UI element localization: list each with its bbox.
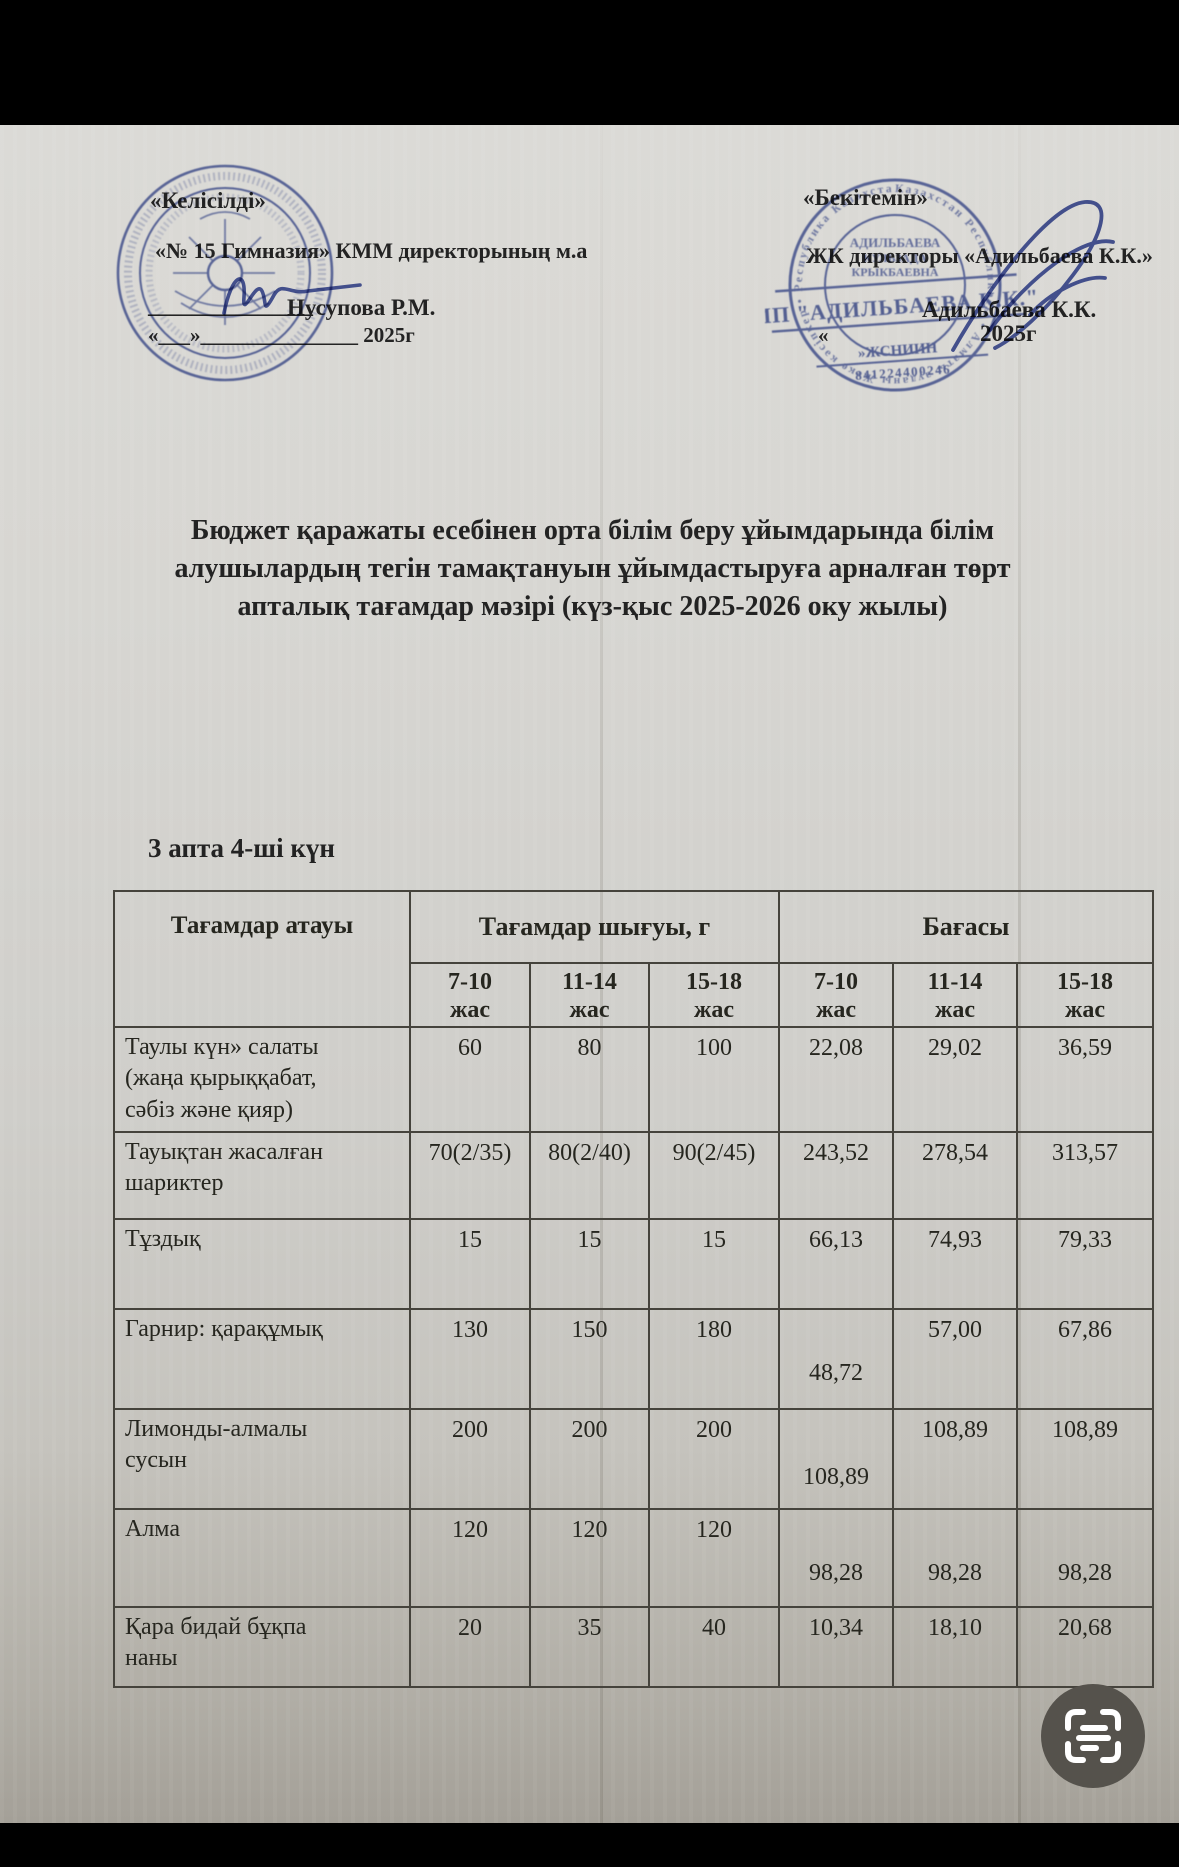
output-value: 120: [409, 1507, 531, 1608]
output-value: 200: [648, 1407, 780, 1510]
output-value: 180: [648, 1307, 780, 1410]
price-value: 98,28: [1016, 1507, 1154, 1608]
left-round-stamp: [116, 164, 334, 382]
header-output-group: Тағамдар шығуы, г: [409, 890, 780, 964]
approval-right-name: Адильбаева К.К.: [922, 297, 1097, 322]
output-value: 150: [529, 1307, 650, 1410]
price-value: 243,52: [778, 1130, 894, 1220]
bottom-letterbox-bar: [0, 1823, 1179, 1867]
output-value: 70(2/35): [409, 1130, 531, 1220]
price-value: 108,89: [892, 1407, 1018, 1510]
price-value: 36,59: [1016, 1025, 1154, 1133]
scan-button[interactable]: [1041, 1684, 1145, 1788]
header-price-group: Бағасы: [778, 890, 1154, 964]
left-signature: [222, 277, 362, 315]
price-value: 74,93: [892, 1217, 1018, 1310]
dish-name: Таулы күн» салаты (жаңа қырыққабат, сәбі…: [113, 1025, 411, 1133]
stamp-id-number: 841224400246: [855, 361, 952, 383]
table-row: Алма 120 120 120 98,28 98,28 98,28: [113, 1507, 1154, 1608]
header-age: 7-10 жас: [409, 962, 531, 1028]
output-value: 35: [529, 1605, 650, 1688]
price-value: 20,68: [1016, 1605, 1154, 1688]
stamp-owner-1: АДИЛЬБАЕВА: [850, 235, 941, 250]
approval-left-org: «№ 15 Гимназия» КММ директорының м.а: [155, 238, 588, 263]
output-value: 120: [648, 1507, 780, 1608]
price-value: 18,10: [892, 1605, 1018, 1688]
output-value: 80: [529, 1025, 650, 1133]
dish-name: Тауықтан жасалған шариктер: [113, 1130, 411, 1220]
price-value: 79,33: [1016, 1217, 1154, 1310]
dish-name: Гарнир: қарақұмық: [113, 1307, 411, 1410]
table-row: Гарнир: қарақұмық 130 150 180 48,72 57,0…: [113, 1307, 1154, 1410]
output-value: 100: [648, 1025, 780, 1133]
approval-right-org: ЖК директоры «Адильбаева К.К.»: [806, 243, 1153, 268]
output-value: 15: [409, 1217, 531, 1310]
header-dish-name: Тағамдар атауы: [113, 890, 411, 1028]
price-value: 29,02: [892, 1025, 1018, 1133]
price-value: 66,13: [778, 1217, 894, 1310]
approval-left-year: 2025г: [363, 323, 415, 347]
stamp-owner-3: КРЫКБАЕВНА: [852, 265, 939, 279]
output-value: 60: [409, 1025, 531, 1133]
dish-name: Қара бидай бұқпа наны: [113, 1605, 411, 1688]
output-value: 90(2/45): [648, 1130, 780, 1220]
right-signature: [951, 200, 1115, 352]
price-value: 108,89: [1016, 1407, 1154, 1510]
dish-name: Тұздық: [113, 1217, 411, 1310]
document-photo: «Келісілді» «№ 15 Гимназия» КММ директор…: [0, 125, 1179, 1823]
top-letterbox-bar: [0, 0, 1179, 125]
approval-left-date: «___»_______________ 2025г: [148, 323, 415, 348]
stamp-owner-2: КУЛЬЗАДА: [863, 251, 927, 265]
stamp-id-label: »ЖСНИИН: [857, 340, 938, 362]
menu-table: Тағамдар атауы Тағамдар шығуы, г Бағасы …: [113, 890, 1154, 1688]
output-value: 120: [529, 1507, 650, 1608]
output-value: 40: [648, 1605, 780, 1688]
document-title: Бюджет қаражаты есебінен орта білім беру…: [174, 515, 1011, 622]
week-day-label: 3 апта 4-ші күн: [148, 833, 335, 863]
output-value: 200: [529, 1407, 650, 1510]
table-row: Тұздық 15 15 15 66,13 74,93 79,33: [113, 1217, 1154, 1310]
scan-text-icon: [1065, 1709, 1121, 1763]
price-value: 98,28: [892, 1507, 1018, 1608]
dish-name: Алма: [113, 1507, 411, 1608]
price-value: 313,57: [1016, 1130, 1154, 1220]
dish-name: Лимонды-алмалы сусын: [113, 1407, 411, 1510]
table-row: Таулы күн» салаты (жаңа қырыққабат, сәбі…: [113, 1025, 1154, 1133]
header-age: 15-18 жас: [648, 962, 780, 1028]
output-value: 15: [648, 1217, 780, 1310]
table-row: Қара бидай бұқпа наны 20 35 40 10,34 18,…: [113, 1605, 1154, 1688]
output-value: 200: [409, 1407, 531, 1510]
header-age: 15-18 жас: [1016, 962, 1154, 1028]
approval-right-date-open: «: [818, 323, 829, 347]
right-round-stamp: Казахстан Республикасы • Алматы ауданы Ж…: [765, 165, 1035, 392]
output-value: 80(2/40): [529, 1130, 650, 1220]
output-value: 20: [409, 1605, 531, 1688]
price-value: 278,54: [892, 1130, 1018, 1220]
price-value: 67,86: [1016, 1307, 1154, 1410]
table-row: Лимонды-алмалы сусын 200 200 200 108,89 …: [113, 1407, 1154, 1510]
header-age: 7-10 жас: [778, 962, 894, 1028]
table-row: Тауықтан жасалған шариктер 70(2/35) 80(2…: [113, 1130, 1154, 1220]
header-age: 11-14 жас: [529, 962, 650, 1028]
price-value: 98,28: [778, 1507, 894, 1608]
output-value: 15: [529, 1217, 650, 1310]
price-value: 57,00: [892, 1307, 1018, 1410]
price-value: 108,89: [778, 1407, 894, 1510]
price-value: 48,72: [778, 1307, 894, 1410]
output-value: 130: [409, 1307, 531, 1410]
header-age: 11-14 жас: [892, 962, 1018, 1028]
price-value: 10,34: [778, 1605, 894, 1688]
price-value: 22,08: [778, 1025, 894, 1133]
